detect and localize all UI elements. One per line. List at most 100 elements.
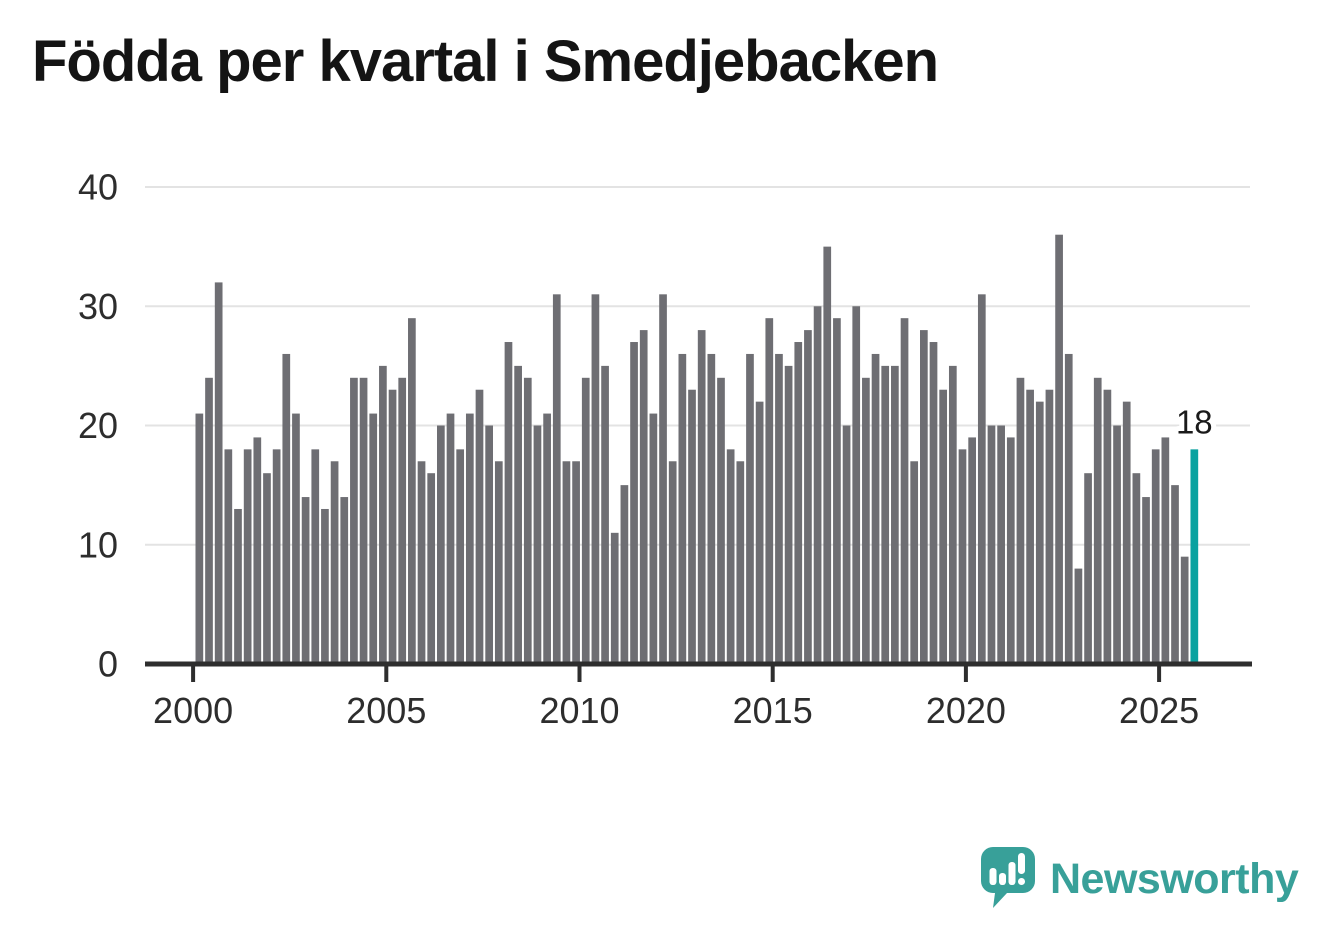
bar [301, 497, 310, 664]
x-axis-tick [191, 666, 196, 682]
bar [195, 413, 204, 664]
page-title: Födda per kvartal i Smedjebacken [32, 29, 939, 94]
bar [398, 377, 407, 664]
y-axis-label: 0 [98, 644, 118, 685]
bar [1113, 425, 1121, 664]
bar [1161, 437, 1170, 664]
bar [775, 353, 783, 664]
bar [1006, 437, 1015, 664]
bar [688, 389, 696, 664]
bar [350, 377, 358, 664]
bar [1132, 473, 1141, 664]
bar-value-label: 18 [1176, 403, 1213, 440]
bar [881, 365, 890, 665]
bar [1171, 485, 1179, 665]
x-axis-tick [963, 666, 968, 682]
bar [620, 485, 629, 665]
bar [659, 294, 667, 664]
logo-exclamation-stroke [1018, 853, 1025, 874]
bar [311, 449, 320, 664]
logo-bar-3 [1008, 862, 1016, 885]
bar [726, 449, 735, 664]
x-axis-tick [577, 666, 582, 682]
x-axis-label: 2025 [1119, 690, 1199, 731]
x-axis-label: 2010 [539, 690, 619, 731]
y-axis-label: 10 [78, 524, 118, 565]
bar [1122, 401, 1131, 664]
bar [920, 330, 928, 664]
x-axis-tick [1157, 666, 1162, 682]
newsworthy-logo: Newsworthy [980, 846, 1299, 910]
bar [968, 437, 976, 664]
bar [862, 377, 870, 664]
bar [794, 342, 803, 664]
highlight-bar [1190, 449, 1199, 664]
x-axis-label: 2020 [926, 690, 1006, 731]
y-axis-label: 30 [78, 286, 118, 327]
bar [697, 330, 706, 664]
bar [958, 449, 967, 664]
bar [1055, 234, 1063, 664]
bar [572, 461, 580, 664]
bar [707, 353, 716, 664]
x-axis-label: 2000 [153, 690, 233, 731]
bar [610, 532, 619, 665]
bar [224, 449, 233, 664]
bar [997, 425, 1005, 664]
bar [765, 318, 774, 664]
bar [842, 425, 851, 664]
bar [1084, 473, 1092, 664]
bar [668, 461, 677, 664]
bar [340, 497, 349, 664]
bar [833, 318, 841, 664]
y-axis-label: 20 [78, 405, 118, 446]
bar [272, 449, 281, 664]
bar [1103, 389, 1112, 664]
x-axis-tick [770, 666, 775, 682]
bar [514, 365, 522, 665]
bar [929, 342, 938, 664]
logo-bar-1 [989, 868, 997, 885]
bar [552, 294, 561, 664]
x-axis-tick [384, 666, 389, 682]
bar [465, 413, 474, 664]
bar [533, 425, 542, 664]
bar [379, 365, 387, 665]
bar [292, 413, 300, 664]
bar [485, 425, 493, 664]
x-axis-label: 2015 [733, 690, 813, 731]
newsworthy-logo-icon [981, 847, 1035, 908]
bar [649, 413, 658, 664]
bar [601, 365, 609, 665]
bar [1035, 401, 1044, 664]
bar [263, 473, 271, 664]
bar [1180, 556, 1189, 664]
bar [630, 342, 638, 664]
bar [1016, 377, 1025, 664]
bar [388, 389, 397, 664]
bar [639, 330, 648, 664]
bar [1074, 568, 1083, 664]
bar [823, 246, 832, 665]
bar [591, 294, 600, 664]
bar [784, 365, 793, 665]
bar [1026, 389, 1034, 664]
bar [282, 353, 291, 664]
bar [243, 449, 252, 664]
x-axis-line [145, 661, 1252, 667]
bar [1093, 377, 1102, 664]
bar [755, 401, 764, 664]
x-axis-label: 2005 [346, 690, 426, 731]
bar [804, 330, 812, 664]
speech-bubble-shape [981, 847, 1035, 908]
bar [736, 461, 745, 664]
bar [910, 461, 919, 664]
bar [446, 413, 455, 664]
logo-bar-2 [999, 873, 1006, 885]
bar [504, 342, 513, 664]
bar [948, 365, 957, 665]
bar [253, 437, 262, 664]
bar [1064, 353, 1073, 664]
